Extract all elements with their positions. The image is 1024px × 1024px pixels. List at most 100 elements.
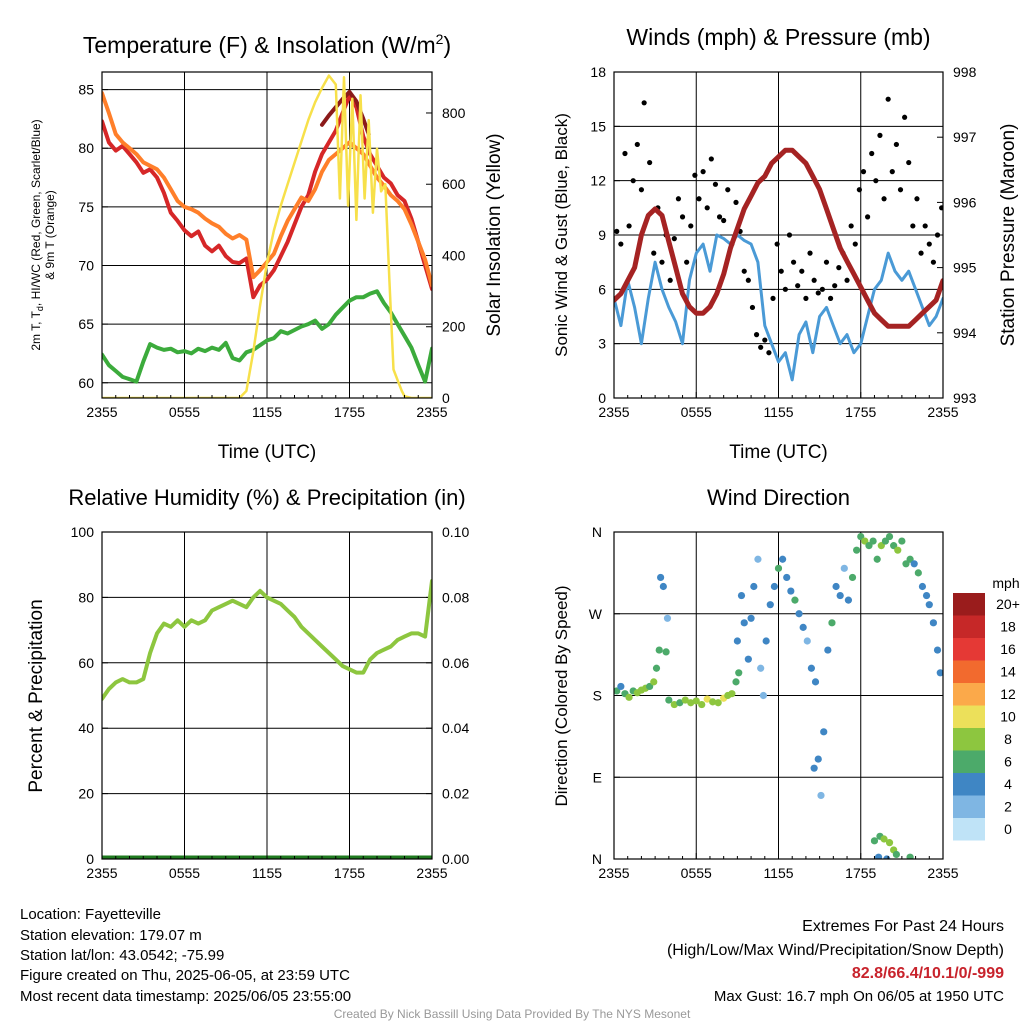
x-tick-label: 1155 bbox=[252, 865, 282, 881]
gust-point bbox=[725, 187, 731, 193]
gust-point bbox=[762, 337, 768, 343]
gust-point bbox=[790, 259, 797, 265]
temperature-series-line bbox=[102, 74, 432, 398]
gust-point bbox=[638, 187, 645, 193]
gust-point bbox=[749, 304, 756, 311]
humidity-line bbox=[102, 579, 432, 701]
gust-point bbox=[811, 277, 817, 283]
wind-direction-point bbox=[728, 690, 736, 698]
y2-tick-label: 0.02 bbox=[442, 786, 469, 802]
gust-point bbox=[885, 96, 891, 102]
credit-text: Created By Nick Bassill Using Data Provi… bbox=[333, 1007, 691, 1021]
x-tick-label: 2355 bbox=[86, 865, 117, 881]
gust-point bbox=[930, 259, 937, 265]
y2-tick-label: 0.06 bbox=[442, 655, 469, 671]
y2-tick-label: 200 bbox=[442, 319, 466, 335]
wind-direction-point bbox=[657, 573, 665, 582]
gust-point bbox=[679, 214, 686, 220]
y2-tick-label: 0.00 bbox=[442, 851, 469, 867]
x-tick-label: 2355 bbox=[416, 404, 447, 420]
wind-direction-point bbox=[820, 728, 828, 736]
gust-point bbox=[827, 295, 834, 301]
wind-direction-point bbox=[747, 614, 755, 622]
wind-direction-point bbox=[737, 591, 746, 600]
x-tick-label: 1155 bbox=[763, 865, 793, 881]
wind-direction-point bbox=[811, 678, 820, 686]
wind-direction-point bbox=[898, 537, 906, 545]
wind-direction-point bbox=[914, 569, 922, 577]
wind-direction-point bbox=[918, 582, 927, 591]
wind-direction-point bbox=[799, 623, 807, 631]
y2-tick-label: 998 bbox=[953, 64, 977, 80]
y-tick-label: 80 bbox=[78, 140, 94, 156]
elevation-text: Station elevation: 179.07 m bbox=[20, 927, 202, 944]
gust-point bbox=[902, 114, 908, 120]
x-tick-label: 0555 bbox=[169, 865, 200, 881]
y-tick-label: 15 bbox=[590, 118, 606, 134]
y-tick-label: 80 bbox=[78, 589, 94, 605]
legend-label: 6 bbox=[1004, 754, 1012, 770]
wind-direction-point bbox=[770, 582, 778, 591]
y2-tick-label: 800 bbox=[442, 105, 466, 121]
gust-point bbox=[918, 250, 924, 256]
gust-point bbox=[630, 178, 636, 184]
wind-direction-point bbox=[807, 664, 816, 672]
gust-point bbox=[922, 223, 928, 229]
legend-title: mph bbox=[992, 575, 1019, 591]
legend-label: 2 bbox=[1004, 799, 1012, 815]
gust-point bbox=[856, 187, 862, 193]
location-text: Location: Fayetteville bbox=[20, 906, 161, 923]
y-axis-label: Sonic Wind & Gust (Blue, Black) bbox=[552, 113, 571, 357]
wind-direction-point bbox=[880, 835, 888, 843]
wind-speed-line bbox=[614, 233, 943, 382]
gust-point bbox=[626, 223, 632, 229]
y-axis-label-line2: & 9m T (Orange) bbox=[43, 190, 57, 280]
wind-direction-point bbox=[740, 619, 748, 627]
legend-swatch bbox=[953, 638, 985, 661]
y-tick-label: S bbox=[593, 688, 602, 704]
legend-swatch bbox=[953, 593, 985, 616]
wind-direction-point bbox=[810, 764, 818, 772]
x-axis-label: Time (UTC) bbox=[218, 442, 317, 463]
gust-point bbox=[659, 259, 665, 265]
gust-point bbox=[914, 196, 920, 202]
wind-direction-point bbox=[692, 697, 700, 705]
y-tick-label: N bbox=[592, 851, 602, 867]
gust-point bbox=[774, 241, 780, 247]
y-axis-label: Percent & Precipitation bbox=[26, 599, 47, 792]
y2-tick-label: 0.08 bbox=[442, 589, 469, 605]
gust-point bbox=[733, 199, 739, 205]
wind-direction-point bbox=[824, 646, 832, 654]
gust-point bbox=[721, 217, 727, 224]
gust-point bbox=[708, 156, 714, 162]
legend-label: 16 bbox=[1000, 641, 1016, 657]
wind-direction-point bbox=[650, 678, 658, 686]
legend-label: 10 bbox=[1000, 709, 1016, 725]
wind-direction-point bbox=[757, 664, 765, 672]
y-tick-label: N bbox=[592, 524, 602, 540]
gust-point bbox=[741, 268, 747, 274]
gust-point bbox=[634, 141, 640, 148]
gust-point bbox=[692, 172, 698, 178]
wind-direction-point bbox=[814, 755, 822, 763]
gust-point bbox=[704, 205, 710, 211]
y-tick-label: 0 bbox=[86, 851, 94, 867]
y-tick-label: 85 bbox=[78, 82, 94, 98]
x-tick-label: 2355 bbox=[86, 404, 117, 420]
wind-direction-point bbox=[933, 646, 942, 654]
legend-swatch bbox=[953, 750, 985, 773]
gust-point bbox=[647, 159, 653, 166]
y2-tick-label: 995 bbox=[953, 260, 977, 276]
wind-direction-point bbox=[795, 610, 803, 618]
x-tick-label: 1755 bbox=[845, 404, 876, 420]
y2-tick-label: 994 bbox=[953, 325, 977, 341]
wind-direction-point bbox=[733, 637, 741, 645]
wind-direction-point bbox=[687, 699, 695, 707]
x-tick-label: 0555 bbox=[681, 865, 712, 881]
wind-direction-point bbox=[774, 564, 783, 572]
gust-point bbox=[758, 344, 764, 350]
gust-point bbox=[745, 277, 751, 283]
wind-direction-point bbox=[662, 648, 670, 656]
wind-direction-point bbox=[676, 699, 684, 707]
